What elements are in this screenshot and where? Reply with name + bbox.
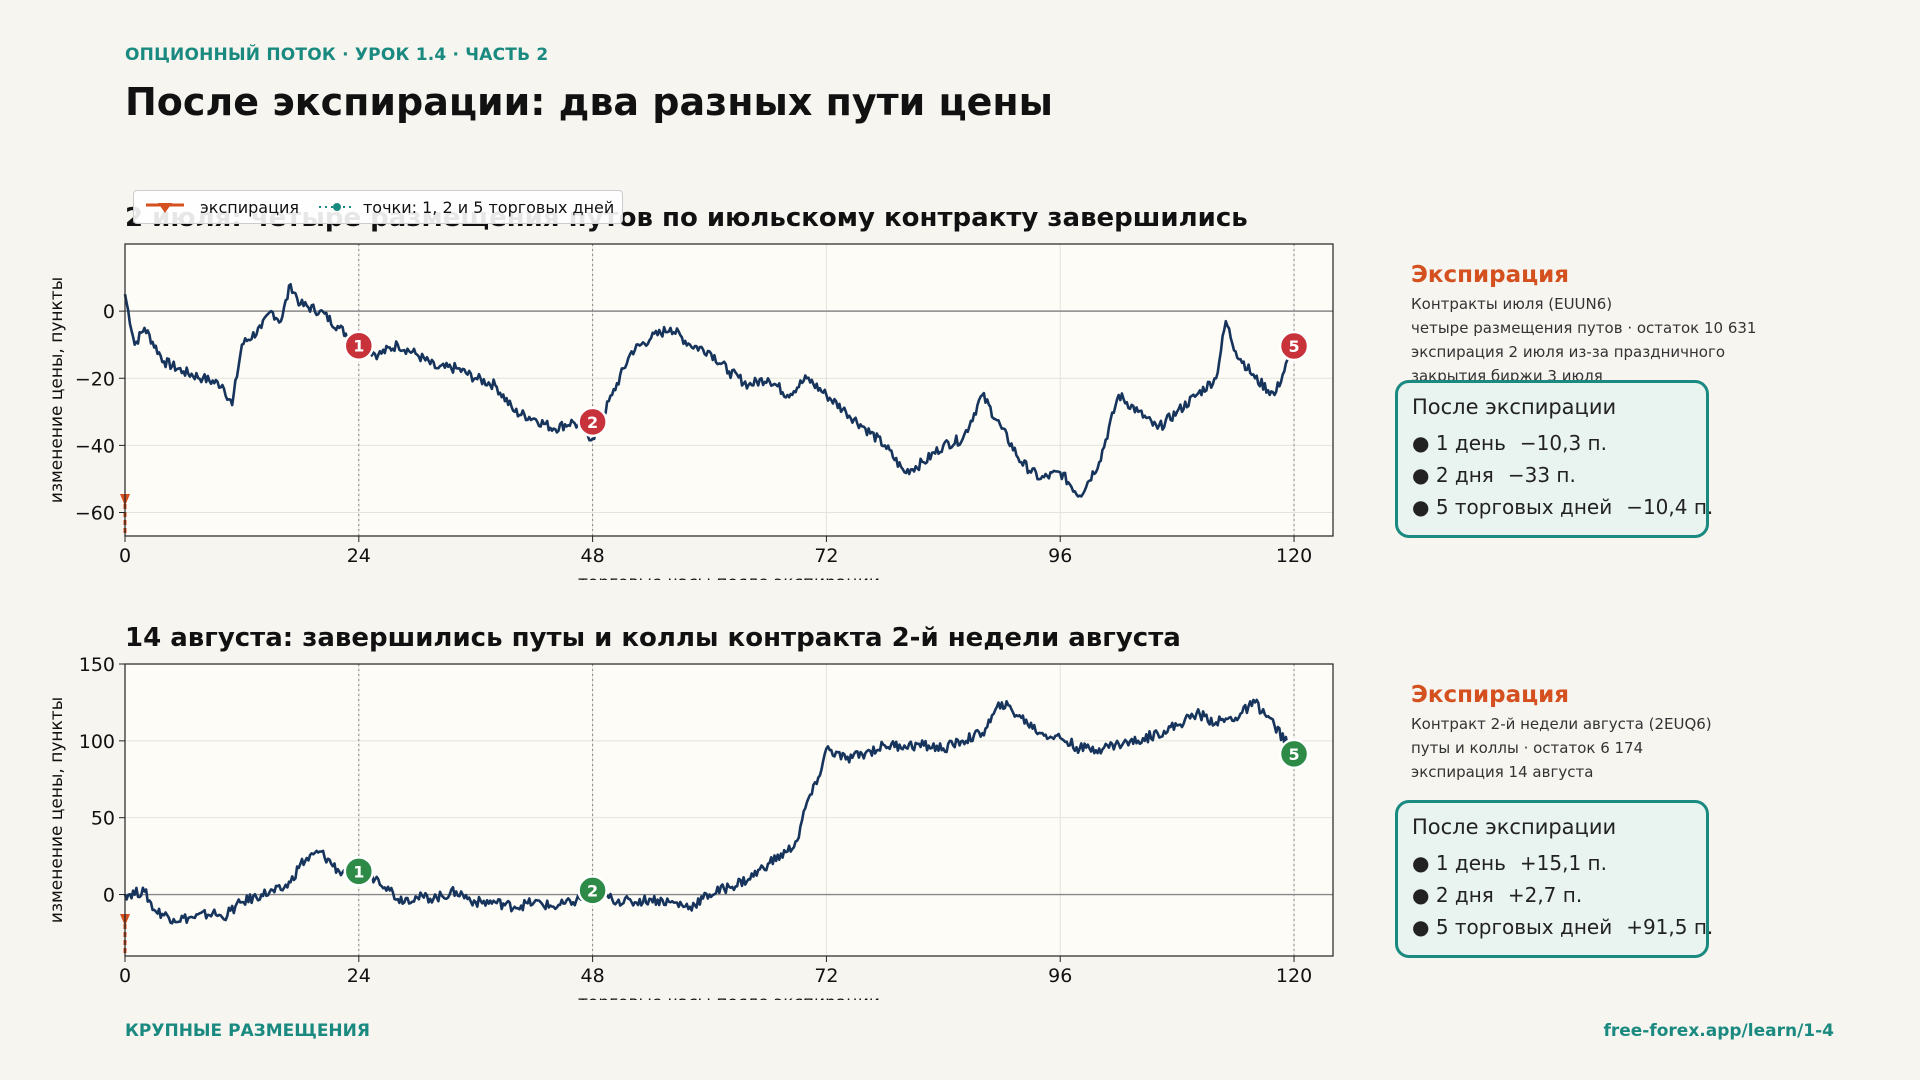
point-marker-label: 2	[587, 881, 598, 900]
side-title: Экспирация	[1411, 682, 1570, 708]
page-title: После экспирации: два разных пути цены	[125, 80, 1054, 124]
x-tick-label: 24	[347, 965, 371, 987]
x-tick-label: 0	[119, 965, 131, 987]
chart-august: 14 августа: завершились путы и коллы кон…	[47, 623, 1334, 1000]
plot-frame	[124, 243, 1334, 537]
after-expiry-box-july: После экспирации ● 1 день −10,3 п. ● 2 дн…	[1395, 380, 1714, 538]
after-item-label: 1 день	[1435, 851, 1506, 875]
lesson-kicker: ОПЦИОННЫЙ ПОТОК · УРОК 1.4 · ЧАСТЬ 2	[125, 45, 549, 65]
plot-frame	[124, 663, 1334, 957]
x-axis-label: торговые часы после экспирации	[578, 573, 880, 580]
side-info-august: Экспирация Контракт 2-й недели августа (…	[1411, 682, 1811, 784]
point-marker	[577, 875, 608, 906]
side-title: Экспирация	[1411, 262, 1570, 288]
after-item-value: +15,1 п.	[1519, 851, 1607, 875]
x-axis-label: торговые часы после экспирации	[578, 993, 880, 1000]
point-marker	[1278, 330, 1310, 362]
point-marker	[343, 330, 375, 361]
plot-area	[125, 664, 1333, 956]
side-line: Контракт 2-й недели августа (2EUQ6)	[1411, 715, 1712, 733]
x-tick-label: 48	[581, 965, 605, 987]
point-marker-label: 1	[353, 337, 364, 356]
x-tick-label: 24	[347, 545, 371, 567]
point-marker-label: 5	[1288, 745, 1299, 764]
x-tick-label: 48	[581, 545, 605, 567]
price-line	[123, 283, 1296, 498]
side-line: путы и коллы · остаток 6 174	[1411, 739, 1644, 757]
y-axis-label: изменение цены, пункты	[47, 697, 67, 923]
y-tick-label: −60	[75, 503, 115, 525]
after-item: ● 1 день +15,1 п.	[1412, 851, 1607, 875]
after-item-label: 1 день	[1435, 431, 1506, 455]
chart-legend: экспирация точки: 1, 2 и 5 торговых дней	[133, 190, 624, 224]
side-line: экспирация 14 августа	[1411, 763, 1594, 781]
after-item-label: 5 торговых дней	[1435, 495, 1613, 519]
after-item-label: 2 дня	[1435, 463, 1494, 487]
footer-brand: КРУПНЫЕ РАЗМЕЩЕНИЯ	[125, 1021, 370, 1041]
price-line	[123, 698, 1296, 925]
y-tick-label: 100	[79, 731, 115, 753]
side-line: экспирация 2 июля из-за праздничного	[1411, 343, 1726, 361]
side-line: четыре размещения путов · остаток 10 631	[1411, 319, 1757, 337]
chart-title: 14 августа: завершились путы и коллы кон…	[125, 623, 1181, 653]
points-legend-icon	[318, 203, 355, 211]
legend-points-label: точки: 1, 2 и 5 торговых дней	[362, 197, 615, 217]
after-item-value: −10,3 п.	[1519, 431, 1607, 455]
after-item: ● 2 дня −33 п.	[1412, 463, 1576, 487]
x-tick-label: 72	[814, 545, 838, 567]
after-item-value: −10,4 п.	[1626, 495, 1714, 519]
chart-july: 2 июля: четыре размещения путов по июльс…	[47, 203, 1334, 580]
plot-area	[125, 244, 1333, 536]
y-tick-label: −40	[75, 435, 115, 457]
y-tick-label: 0	[103, 301, 115, 323]
y-tick-label: 150	[79, 654, 115, 676]
after-expiry-box-august: После экспирации ● 1 день +15,1 п. ● 2 дн…	[1395, 800, 1714, 958]
x-tick-label: 120	[1276, 965, 1312, 987]
y-tick-label: 50	[91, 808, 115, 830]
y-tick-label: −20	[75, 368, 115, 390]
x-tick-label: 96	[1048, 545, 1072, 567]
x-tick-label: 0	[119, 545, 131, 567]
after-title: После экспирации	[1412, 395, 1617, 419]
after-item-label: 5 торговых дней	[1435, 915, 1613, 939]
legend-item-points: точки: 1, 2 и 5 торговых дней	[317, 197, 614, 217]
x-tick-label: 120	[1276, 545, 1312, 567]
after-item: ● 2 дня +2,7 п.	[1412, 883, 1583, 907]
legend-expiry-label: экспирация	[200, 197, 299, 217]
x-tick-label: 96	[1048, 965, 1072, 987]
expiry-legend-icon	[146, 203, 184, 213]
side-line: Контракты июля (EUUN6)	[1411, 295, 1613, 313]
after-item-value: +91,5 п.	[1626, 915, 1714, 939]
point-marker	[343, 856, 375, 887]
x-tick-label: 72	[814, 965, 838, 987]
point-marker	[577, 406, 608, 438]
side-info-july: Экспирация Контракты июля (EUUN6) четыре…	[1411, 262, 1811, 388]
footer-link[interactable]: free-forex.app/learn/1-4	[1603, 1021, 1834, 1041]
after-item-value: −33 п.	[1507, 463, 1576, 487]
y-axis-label: изменение цены, пункты	[47, 277, 67, 503]
point-marker-label: 5	[1288, 337, 1299, 356]
y-tick-label: 0	[103, 885, 115, 907]
point-marker-label: 1	[353, 862, 364, 881]
after-title: После экспирации	[1412, 815, 1617, 839]
after-item: ● 5 торговых дней +91,5 п.	[1412, 915, 1714, 939]
legend-item-expiry: экспирация	[142, 197, 299, 217]
point-marker	[1278, 738, 1310, 770]
after-item: ● 1 день −10,3 п.	[1412, 431, 1607, 455]
after-item-label: 2 дня	[1435, 883, 1494, 907]
after-item-value: +2,7 п.	[1507, 883, 1583, 907]
point-marker-label: 2	[587, 413, 598, 432]
after-item: ● 5 торговых дней −10,4 п.	[1412, 495, 1714, 519]
